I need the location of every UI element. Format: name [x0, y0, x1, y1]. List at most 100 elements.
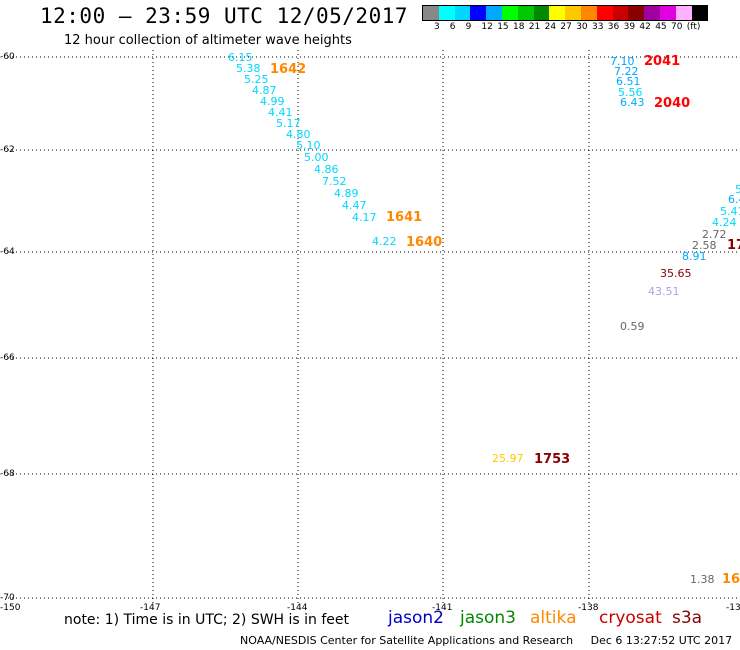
footer-credit: NOAA/NESDIS Center for Satellite Applica… [240, 634, 732, 647]
wave-height-value: 5.56 [618, 86, 643, 99]
wave-height-value: 4.24 [712, 216, 737, 229]
satellite-legend-item: jason3 [460, 608, 516, 628]
colorbar-swatch [549, 6, 566, 20]
colorbar-swatch [691, 6, 708, 20]
colorbar-swatch [533, 6, 550, 20]
colorbar [422, 5, 709, 21]
wave-height-value: 0.59 [620, 320, 645, 333]
pass-time-label: 2041 [644, 54, 681, 69]
longitude-label: -144 [287, 603, 308, 613]
colorbar-label: 21 [528, 22, 541, 32]
pass-time-label: 1753 [534, 452, 571, 467]
colorbar-swatch [565, 6, 581, 20]
colorbar-label: 18 [513, 22, 525, 32]
wave-height-value: 4.17 [352, 211, 377, 224]
colorbar-swatch [596, 6, 613, 20]
wave-height-value: 5.17 [276, 117, 301, 130]
latitude-label: -64 [0, 247, 15, 257]
longitude-label: -147 [140, 603, 161, 613]
wave-height-value: 6.15 [228, 51, 253, 64]
colorbar-swatch [675, 6, 692, 20]
colorbar-swatch [628, 6, 645, 20]
wave-height-value: 4.86 [314, 163, 339, 176]
pass-time-label: 1640 [406, 235, 443, 250]
longitude-label: -138 [578, 603, 599, 613]
longitude-label: -150 [0, 603, 21, 613]
page-title: 12:00 – 23:59 UTC 12/05/2017 [40, 4, 409, 28]
wave-height-value: 25.97 [492, 452, 524, 465]
wave-height-value: 6.4 [728, 193, 740, 206]
wave-height-value: 4.80 [286, 128, 311, 141]
colorbar-label: 24 [544, 22, 557, 32]
latitude-label: -66 [0, 353, 15, 363]
satellite-legend-item: cryosat [599, 608, 662, 628]
wave-height-value: 5 [735, 183, 740, 196]
wave-height-value: 4.22 [372, 235, 397, 248]
longitude-label: -13 [726, 603, 740, 613]
pass-time-label: 1641 [386, 210, 423, 225]
colorbar-swatch [423, 6, 439, 20]
colorbar-swatch [470, 6, 487, 20]
wave-height-value: 5.25 [244, 73, 269, 86]
wave-height-value: 5.00 [304, 151, 329, 164]
colorbar-label: 15 [497, 22, 509, 32]
wave-height-value: 4.89 [334, 187, 359, 200]
colorbar-label: 27 [560, 22, 572, 32]
wave-height-value: 5.10 [296, 139, 321, 152]
satellite-legend-item: altika [530, 608, 577, 628]
colorbar-swatch [644, 6, 660, 20]
latitude-label: -68 [0, 469, 15, 479]
colorbar-label: 30 [576, 22, 588, 32]
wave-height-value: 2.72 [702, 228, 727, 241]
colorbar-swatch [659, 6, 676, 20]
wave-height-value: 6.43 [620, 96, 645, 109]
wave-height-value: 7.22 [614, 65, 639, 78]
colorbar-label: 12 [481, 22, 493, 32]
satellite-legend-item: jason2 [388, 608, 444, 628]
colorbar-swatch [486, 6, 502, 20]
colorbar-label: 6 [449, 22, 456, 32]
longitude-label: -141 [432, 603, 453, 613]
pass-time-label: 16 [722, 572, 740, 587]
wave-height-value: 6.51 [616, 75, 641, 88]
wave-height-value: 7.52 [322, 175, 347, 188]
colorbar-swatch [454, 6, 471, 20]
pass-time-label: 1642 [270, 62, 307, 77]
wave-height-value: 5.41 [720, 205, 740, 218]
colorbar-label: 70 [671, 22, 683, 32]
latitude-label: -62 [0, 145, 15, 155]
colorbar-label: 3 [434, 22, 440, 32]
wave-height-value: 1.38 [690, 573, 715, 586]
wave-height-value: 4.87 [252, 84, 277, 97]
colorbar-label: 39 [623, 22, 636, 32]
wave-height-value: 43.51 [648, 285, 680, 298]
footer-note: note: 1) Time is in UTC; 2) SWH is in fe… [64, 612, 350, 628]
wave-height-value: 35.65 [660, 267, 692, 280]
satellite-legend-item: s3a [672, 608, 703, 628]
colorbar-label: 45 [655, 22, 667, 32]
colorbar-label: (ft) [686, 22, 701, 32]
colorbar-swatch [501, 6, 518, 20]
colorbar-swatch [612, 6, 629, 20]
latitude-label: -60 [0, 52, 15, 62]
wave-height-value: 7.10 [610, 55, 635, 68]
wave-height-value: 2.58 [692, 239, 717, 252]
pass-time-label: 2040 [654, 96, 691, 111]
colorbar-swatch [517, 6, 534, 20]
wave-height-value: 5.38 [236, 62, 261, 75]
page-subtitle: 12 hour collection of altimeter wave hei… [64, 33, 352, 48]
credit-text: NOAA/NESDIS Center for Satellite Applica… [240, 634, 574, 647]
colorbar-label: 36 [607, 22, 620, 32]
wave-height-value: 4.41 [268, 106, 293, 119]
colorbar-swatch [580, 6, 597, 20]
pass-time-label: 17 [727, 238, 740, 253]
wave-height-value: 4.99 [260, 95, 285, 108]
colorbar-label: 42 [639, 22, 651, 32]
colorbar-swatch [438, 6, 455, 20]
timestamp-text: Dec 6 13:27:52 UTC 2017 [590, 634, 733, 647]
colorbar-label: 33 [592, 22, 604, 32]
wave-height-value: 8.91 [682, 250, 707, 263]
latitude-label: -70 [0, 593, 15, 603]
